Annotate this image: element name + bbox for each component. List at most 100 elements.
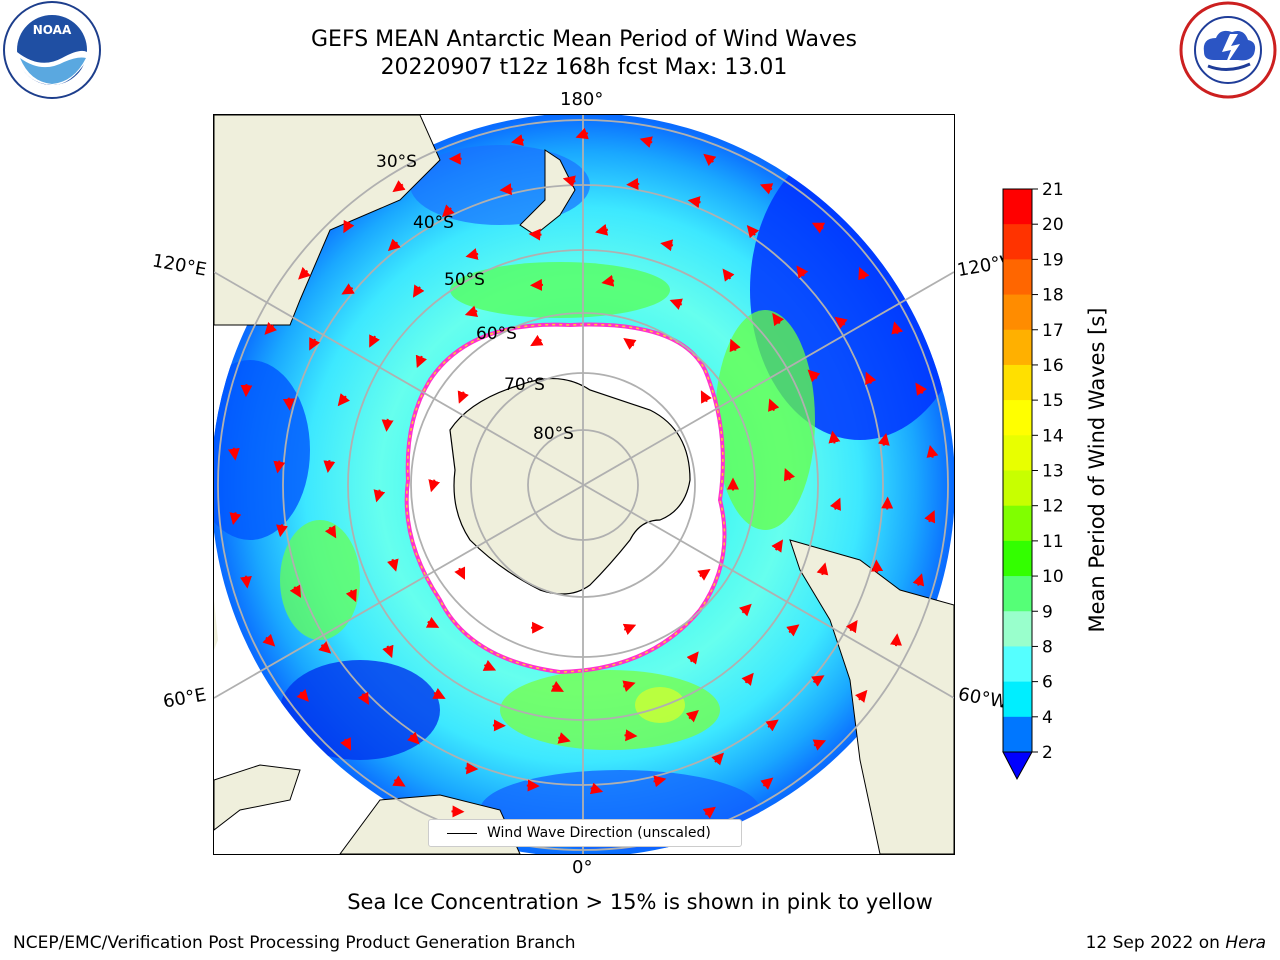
wind-arrow: [765, 719, 779, 732]
wind-direction-arrows: [227, 127, 939, 840]
high-period-region: [450, 262, 670, 318]
wind-arrow: [428, 479, 440, 493]
wind-arrow: [589, 782, 604, 795]
wind-arrow: [323, 459, 336, 473]
wind-arrow: [595, 223, 609, 236]
wind-arrow: [227, 447, 240, 461]
wind-arrow: [796, 265, 809, 279]
wind-arrow: [811, 675, 825, 687]
colorbar-tick-label: 4: [1042, 708, 1053, 728]
wind-arrow: [309, 337, 320, 351]
colorbar-tick-label: 9: [1042, 602, 1053, 622]
wind-arrow: [382, 644, 394, 659]
wind-arrow: [746, 225, 760, 239]
lat-label-50s: 50°S: [444, 270, 485, 290]
colorbar-tick-label: 11: [1042, 532, 1064, 552]
wind-arrow: [912, 573, 925, 587]
wind-arrow: [660, 239, 674, 252]
colorbar-segment: [1003, 611, 1032, 647]
wind-arrow: [387, 238, 401, 252]
wind-arrow: [239, 575, 252, 589]
high-period-region: [280, 520, 360, 640]
wind-arrow: [240, 384, 253, 398]
wind-arrow: [812, 739, 827, 751]
wind-arrow: [499, 183, 513, 196]
antarctica-landmass: [449, 377, 691, 595]
colorbar-tick-label: 20: [1042, 215, 1064, 235]
wind-arrow: [685, 709, 699, 723]
wind-arrow: [772, 312, 785, 327]
wind-arrow: [865, 371, 877, 386]
wind-arrow: [432, 688, 446, 699]
wind-arrow: [482, 659, 497, 671]
wind-arrow: [741, 672, 754, 686]
colorbar-tick-label: 14: [1042, 426, 1064, 446]
wind-arrow: [557, 732, 571, 744]
colorbar-tick-label: 19: [1042, 250, 1064, 270]
colorbar-tick-label: 18: [1042, 286, 1064, 306]
wind-arrow: [406, 731, 420, 745]
wind-arrow: [834, 316, 848, 329]
australia-landmass: [214, 115, 441, 326]
land-edge: [214, 600, 218, 650]
wind-arrow: [289, 584, 302, 598]
lat-label-40s: 40°S: [413, 213, 454, 233]
lon-label-0: 0°: [572, 857, 593, 878]
chart-subtitle: 20220907 t12z 168h fcst Max: 13.01: [380, 55, 788, 80]
wind-arrow: [369, 334, 380, 348]
wind-arrow: [858, 266, 870, 281]
colorbar-tick-label: 12: [1042, 497, 1064, 517]
wind-arrow: [653, 775, 667, 788]
colorbar-segment: [1003, 400, 1032, 436]
lat-label-70s: 70°S: [504, 375, 545, 395]
wind-arrow: [829, 497, 841, 511]
lat-label-60s: 60°S: [476, 324, 517, 344]
wind-arrow: [575, 127, 589, 140]
wind-arrow: [623, 338, 637, 350]
wind-arrow: [340, 737, 352, 751]
wind-arrow: [816, 562, 829, 576]
wind-arrow: [738, 603, 752, 617]
wind-arrow: [229, 512, 242, 526]
wind-arrow: [273, 460, 286, 474]
colorbar-tick-label: 6: [1042, 673, 1053, 693]
colorbar-segment: [1003, 294, 1032, 331]
wind-arrow: [373, 489, 386, 503]
colorbar-tick-label: 10: [1042, 567, 1064, 587]
colorbar-tick-label: 17: [1042, 321, 1064, 341]
wind-arrow: [392, 775, 406, 787]
wind-arrow: [276, 524, 288, 538]
wind-arrow: [262, 633, 276, 647]
lon-label-120e: 120°E: [150, 250, 209, 281]
wind-arrow: [412, 284, 425, 298]
south-america-landmass: [789, 539, 954, 854]
wind-arrow: [915, 382, 928, 396]
wind-arrow: [669, 298, 683, 310]
colorbar-tick-label: 2: [1042, 743, 1053, 763]
wind-arrow: [926, 444, 939, 458]
wind-arrow: [626, 177, 640, 190]
legend-label: Wind Wave Direction (unscaled): [487, 825, 711, 841]
wind-arrow: [282, 397, 295, 411]
lon-label-180: 180°: [560, 89, 604, 110]
wind-arrow: [324, 525, 337, 539]
wind-arrow: [341, 283, 355, 295]
colorbar-segments: [1003, 189, 1032, 753]
colorbar-segment: [1003, 576, 1032, 612]
madagascar-landmass: [214, 764, 301, 831]
wind-arrow: [687, 196, 701, 208]
colorbar-segment: [1003, 646, 1032, 683]
wind-arrow: [510, 134, 524, 146]
wind-arrow: [357, 691, 370, 706]
wind-arrow: [729, 338, 741, 353]
wind-arrow: [345, 588, 357, 603]
colorbar-tick-label: 15: [1042, 391, 1064, 411]
high-period-region: [635, 687, 685, 723]
wind-arrow: [722, 268, 735, 282]
polar-map-canvas: [214, 115, 954, 854]
sea-ice-note: Sea Ice Concentration > 15% is shown in …: [347, 890, 933, 914]
wind-arrow: [337, 393, 350, 407]
wind-arrow: [528, 228, 542, 241]
wind-arrow: [550, 680, 564, 692]
colorbar-tick-label: 13: [1042, 462, 1064, 482]
